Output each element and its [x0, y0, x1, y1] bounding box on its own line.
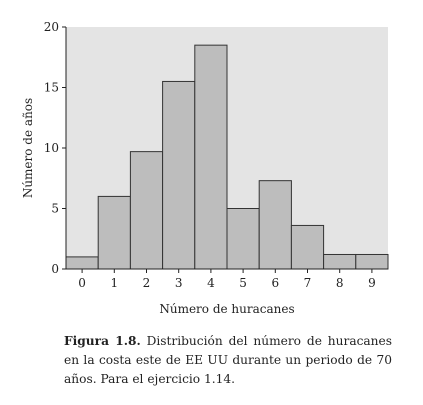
- bar-7: [290, 224, 325, 270]
- y-tick-label: 5: [51, 202, 59, 216]
- x-tick-label: 0: [78, 276, 86, 290]
- caption-text: Distribución del número de huracanes en …: [64, 334, 392, 386]
- x-tick-label: 9: [368, 276, 376, 290]
- bar-5: [226, 208, 260, 270]
- bar-6: [258, 180, 292, 270]
- bar-1: [97, 195, 131, 270]
- x-ticks-group: 0 1 2 3 4 5 6 7 8 9: [78, 269, 376, 290]
- x-tick-label: 8: [336, 276, 344, 290]
- y-tick-label: 10: [44, 141, 59, 155]
- bar-9: [355, 253, 389, 270]
- y-tick-label: 15: [44, 81, 59, 95]
- bar-0: [65, 256, 99, 270]
- x-axis-title: Número de huracanes: [159, 302, 294, 316]
- x-tick-label: 7: [304, 276, 312, 290]
- bar-8: [323, 253, 357, 270]
- bar-4: [194, 44, 228, 270]
- x-tick-label: 2: [143, 276, 151, 290]
- x-tick-label: 3: [175, 276, 183, 290]
- bar-3: [162, 80, 196, 270]
- bars-group: [65, 44, 389, 270]
- y-tick-label: 20: [44, 20, 59, 34]
- x-tick-label: 5: [239, 276, 247, 290]
- x-tick-label: 6: [271, 276, 279, 290]
- caption-label: Figura 1.8.: [64, 334, 141, 348]
- x-tick-label: 1: [110, 276, 118, 290]
- y-tick-label: 0: [51, 262, 59, 276]
- bar-2: [129, 151, 164, 270]
- y-ticks-group: 0 5 10 15 20: [44, 20, 66, 276]
- y-axis-title: Número de años: [21, 98, 35, 198]
- figure-caption: Figura 1.8. Distribución del número de h…: [64, 332, 392, 389]
- x-tick-label: 4: [207, 276, 215, 290]
